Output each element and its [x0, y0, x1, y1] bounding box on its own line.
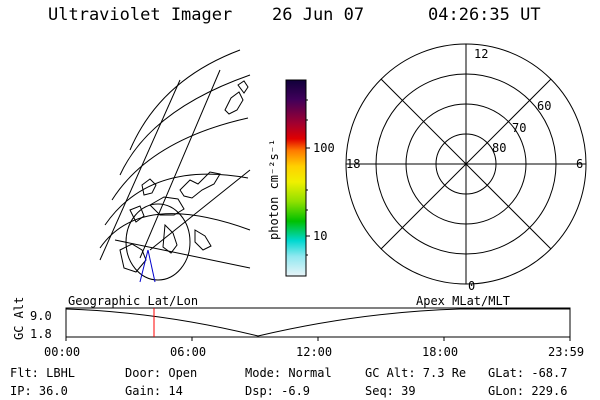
x-tick-0000: 00:00 [44, 345, 80, 359]
info-mode: Mode: Normal [245, 366, 332, 380]
polar-diagonal [380, 78, 552, 250]
info-door: Door: Open [125, 366, 197, 380]
info-seq: Seq: 39 [365, 384, 416, 398]
x-tick-1200: 12:00 [296, 345, 332, 359]
longitude-line [99, 79, 181, 261]
longitude-line [139, 69, 221, 259]
date-label: 26 Jun 07 [272, 5, 365, 25]
timeline-x-ticks [65, 337, 571, 341]
satellite-track [139, 249, 149, 283]
x-tick-0600: 06:00 [170, 345, 206, 359]
x-tick-1800: 18:00 [422, 345, 458, 359]
polar-plot [345, 43, 587, 285]
lat-label-80: 80 [492, 141, 506, 155]
coastline [149, 196, 185, 216]
info-gain: Gain: 14 [125, 384, 183, 398]
coastline [129, 205, 145, 223]
app-title: Ultraviolet Imager [48, 5, 233, 25]
colorbar-unit-label: photon cm⁻²s⁻¹ [267, 139, 281, 240]
timeline-frame [65, 307, 571, 338]
colorbar-tick-100: 100 [313, 141, 335, 155]
latitude-arc [104, 173, 249, 226]
longitude-line [149, 169, 251, 251]
color-bar-ticks [306, 99, 310, 256]
coastline [237, 80, 249, 94]
mlt-label-18: 18 [346, 157, 360, 171]
coastline [162, 223, 178, 254]
lat-label-60: 60 [537, 99, 551, 113]
mlt-label-6: 6 [576, 157, 583, 171]
color-bar [285, 79, 307, 277]
info-dsp: Dsp: -6.9 [245, 384, 310, 398]
colorbar-tick-10: 10 [313, 229, 327, 243]
latitude-arc [129, 49, 241, 151]
lat-label-70: 70 [512, 121, 526, 135]
longitude-line [114, 239, 251, 269]
info-flt: Flt: LBHL [10, 366, 75, 380]
info-glat: GLat: -68.7 [488, 366, 567, 380]
image-footprint [125, 203, 191, 281]
latitude-arc [111, 117, 249, 201]
coastline [119, 243, 147, 273]
latitude-arc [99, 213, 251, 249]
coastline [179, 171, 221, 199]
timeline-axis-label: GC Alt [12, 297, 26, 340]
latitude-arc [119, 74, 251, 176]
info-glon: GLon: 229.6 [488, 384, 567, 398]
geographic-map [99, 49, 251, 283]
coastline [194, 229, 212, 251]
info-ip: IP: 36.0 [10, 384, 68, 398]
mlt-label-12: 12 [474, 47, 488, 61]
x-tick-2359: 23:59 [548, 345, 584, 359]
coastline [224, 91, 244, 115]
y-tick-9: 9.0 [30, 309, 52, 323]
timeline-right-title: Apex MLat/MLT [416, 294, 510, 308]
coastline [141, 178, 157, 196]
satellite-track [147, 249, 156, 283]
timeline-left-title: Geographic Lat/Lon [68, 294, 198, 308]
mlt-label-0: 0 [468, 279, 475, 293]
info-gc-alt: GC Alt: 7.3 Re [365, 366, 466, 380]
altitude-curve [65, 308, 570, 337]
time-label: 04:26:35 UT [428, 5, 541, 25]
y-tick-1-8: 1.8 [30, 327, 52, 341]
